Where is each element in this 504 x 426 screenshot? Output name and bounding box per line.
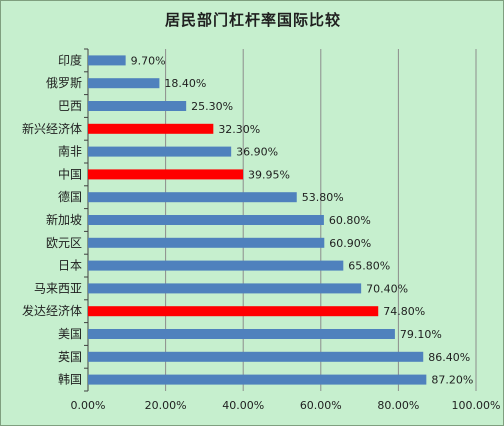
bar	[88, 123, 214, 134]
value-label: 25.30%	[191, 100, 233, 113]
x-tick-label: 100.00%	[452, 399, 501, 412]
bar	[88, 101, 187, 111]
x-tick-label: 80.00%	[377, 399, 419, 412]
value-label: 32.30%	[218, 123, 260, 136]
value-label: 86.40%	[428, 351, 470, 364]
value-label: 60.90%	[329, 237, 371, 250]
category-label: 中国	[58, 166, 82, 181]
bar	[88, 237, 325, 248]
bar	[88, 306, 379, 317]
value-label: 18.40%	[164, 77, 206, 90]
bar	[88, 192, 297, 203]
category-label: 印度	[58, 52, 82, 67]
category-label: 德国	[58, 189, 82, 204]
bar	[88, 351, 424, 362]
bar	[88, 329, 395, 339]
chart-title: 居民部门杠杆率国际比较	[164, 11, 341, 29]
value-label: 39.95%	[248, 168, 290, 181]
value-label: 74.80%	[383, 305, 425, 318]
value-label: 65.80%	[348, 260, 390, 273]
x-tick-label: 20.00%	[145, 399, 187, 412]
bar	[88, 78, 160, 89]
category-label: 韩国	[58, 372, 82, 387]
value-label: 70.40%	[366, 282, 408, 295]
category-label: 巴西	[58, 99, 82, 113]
value-label: 9.70%	[131, 54, 166, 67]
value-label: 87.20%	[431, 374, 473, 387]
x-tick-label: 0.00%	[71, 399, 106, 412]
category-label: 欧元区	[46, 236, 82, 250]
value-label: 79.10%	[400, 328, 442, 341]
x-tick-label: 40.00%	[222, 399, 264, 412]
bar	[88, 283, 362, 294]
category-label: 发达经济体	[22, 303, 82, 318]
x-tick-label: 60.00%	[300, 399, 342, 412]
value-label: 53.80%	[302, 191, 344, 204]
category-label: 英国	[58, 350, 82, 364]
category-label: 美国	[58, 327, 82, 341]
category-label: 日本	[58, 259, 82, 273]
bar	[88, 55, 126, 66]
category-label: 新兴经济体	[22, 121, 82, 136]
bar	[88, 169, 244, 180]
category-label: 俄罗斯	[46, 76, 82, 90]
bar	[88, 374, 427, 385]
value-label: 60.80%	[329, 214, 371, 227]
bar	[88, 215, 324, 225]
value-label: 36.90%	[236, 146, 278, 159]
category-label: 马来西亚	[34, 281, 82, 295]
bar	[88, 146, 232, 157]
category-label: 新加坡	[46, 212, 82, 227]
bar	[88, 260, 344, 271]
category-label: 南非	[58, 144, 82, 159]
